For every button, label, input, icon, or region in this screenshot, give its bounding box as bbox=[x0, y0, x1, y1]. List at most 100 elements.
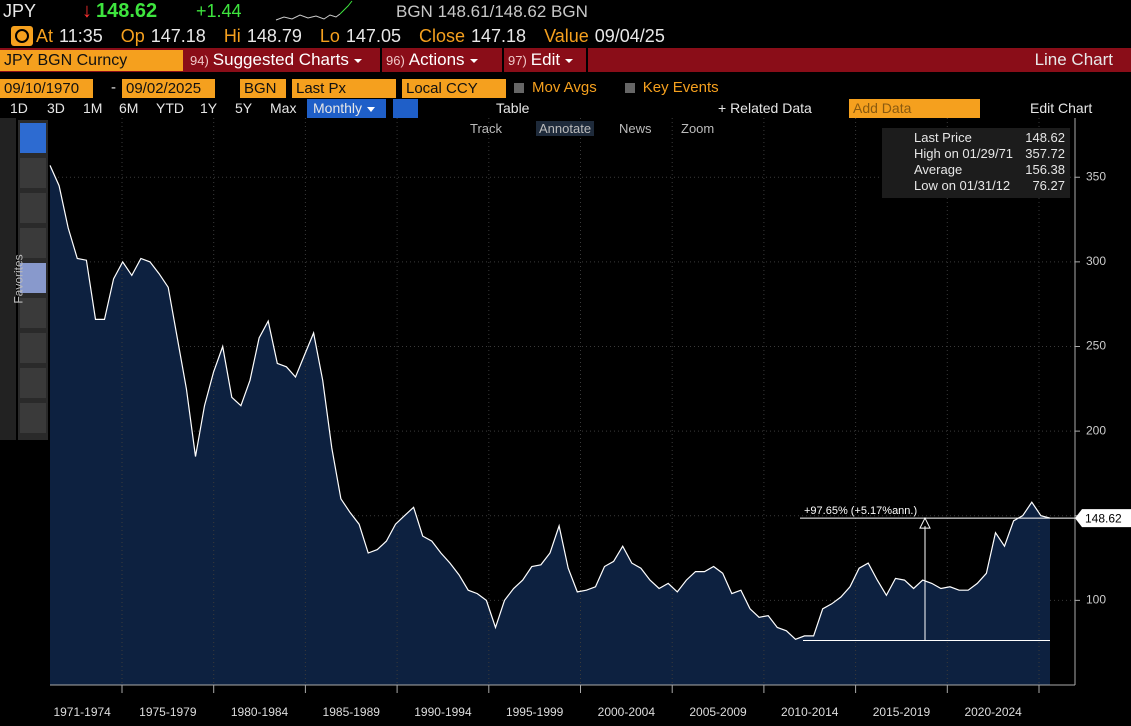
period-button[interactable]: 1D bbox=[10, 100, 28, 116]
menu-label: Edit bbox=[530, 50, 561, 69]
related-data[interactable]: + Related Data bbox=[718, 100, 812, 116]
period-button[interactable]: 3D bbox=[47, 100, 65, 116]
checkbox[interactable] bbox=[624, 83, 635, 94]
sparkline bbox=[275, 0, 353, 21]
x-tick-label: 1971-1974 bbox=[53, 705, 111, 719]
quote-value: 147.18 bbox=[150, 26, 206, 46]
add-data[interactable]: Add Data bbox=[849, 99, 980, 118]
sidebar-icon bbox=[20, 263, 46, 293]
date-dash: - bbox=[111, 79, 116, 96]
currency-box[interactable]: Local CCY bbox=[402, 79, 506, 98]
x-tick-label: 1995-1999 bbox=[506, 705, 564, 719]
legend-value: 76.27 bbox=[1032, 178, 1065, 193]
bid-ask: BGN 148.61/148.62 BGN bbox=[396, 2, 588, 22]
x-tick-label: 2010-2014 bbox=[781, 705, 839, 719]
start-date[interactable]: 09/10/1970 bbox=[0, 79, 93, 98]
period-button[interactable]: Max bbox=[270, 100, 297, 116]
menu-item[interactable]: 97) Edit bbox=[504, 48, 588, 72]
quote-value: 11:35 bbox=[59, 26, 103, 46]
quote-label: Close bbox=[418, 26, 465, 46]
chart-type-button[interactable] bbox=[393, 99, 418, 118]
menu-item[interactable]: 94) Suggested Charts bbox=[186, 48, 382, 72]
frequency[interactable]: Monthly bbox=[307, 99, 386, 118]
edit-chart[interactable]: Edit Chart bbox=[1030, 100, 1093, 116]
option-label: Key Events bbox=[642, 79, 719, 96]
quote-value: 148.79 bbox=[246, 26, 302, 46]
legend-value: 357.72 bbox=[1025, 146, 1065, 161]
end-date[interactable]: 09/02/2025 bbox=[122, 79, 215, 98]
quote-label: Op bbox=[120, 26, 145, 46]
field-box[interactable]: Last Px bbox=[292, 79, 396, 98]
legend-label: Low on 01/31/12 bbox=[914, 178, 1011, 193]
options: Mov Avgs Key Events bbox=[514, 79, 719, 96]
quote-label: Value bbox=[544, 26, 589, 46]
x-tick-label: 1980-1984 bbox=[231, 705, 289, 719]
x-tick-label: 1990-1994 bbox=[414, 705, 472, 719]
legend bbox=[882, 128, 1070, 198]
dropdown-arrow bbox=[469, 58, 478, 63]
y-tick-label: 300 bbox=[1086, 254, 1106, 268]
menu-label: Actions bbox=[408, 50, 465, 69]
tool-button[interactable]: Track bbox=[470, 121, 503, 136]
sidebar-tab bbox=[0, 118, 16, 440]
frequency-label: Monthly bbox=[313, 100, 363, 116]
y-tick-label: 350 bbox=[1086, 169, 1106, 183]
period-button[interactable]: YTD bbox=[156, 100, 184, 116]
period-button[interactable]: 1M bbox=[83, 100, 103, 116]
source-box[interactable]: BGN bbox=[240, 79, 286, 98]
quote-label: Lo bbox=[319, 26, 340, 46]
sidebar-icon bbox=[20, 193, 46, 223]
period-button[interactable]: 6M bbox=[119, 100, 139, 116]
x-tick-label: 2015-2019 bbox=[873, 705, 931, 719]
x-tick-label: 2005-2009 bbox=[689, 705, 747, 719]
menu-num: 97) bbox=[508, 53, 527, 68]
x-tick-label: 2000-2004 bbox=[598, 705, 656, 719]
dropdown-arrow bbox=[353, 58, 362, 63]
tool-button[interactable]: Annotate bbox=[536, 121, 595, 136]
legend-value: 148.62 bbox=[1025, 130, 1065, 145]
quote-row: At 11:35 Op 147.18 Hi 148.79 Lo 147.05 Close 147.… bbox=[36, 26, 665, 47]
favorites[interactable]: Favorites bbox=[11, 254, 26, 304]
sidebar-icon bbox=[20, 123, 46, 153]
tool-button[interactable]: News bbox=[619, 121, 652, 136]
price-line bbox=[49, 165, 1051, 640]
sidebar-icon bbox=[20, 158, 46, 188]
period-button[interactable]: 5Y bbox=[235, 100, 253, 116]
down-arrow: ↓ bbox=[82, 0, 92, 22]
sidebar-icon bbox=[20, 228, 46, 258]
legend-label: Average bbox=[914, 162, 963, 177]
quote-value: 09/04/25 bbox=[594, 26, 665, 46]
arrow-head bbox=[919, 516, 931, 529]
ask: 148.62 bbox=[494, 2, 547, 21]
ticker: JPY bbox=[3, 1, 37, 21]
checkbox[interactable] bbox=[514, 83, 524, 94]
separator: / bbox=[489, 2, 495, 21]
last-price: 148.62 bbox=[96, 0, 158, 22]
y-tick-label: 250 bbox=[1086, 339, 1106, 353]
quote-value: 147.05 bbox=[345, 26, 401, 46]
x-tick-label: 1975-1979 bbox=[139, 705, 197, 719]
table-button[interactable]: Table bbox=[496, 100, 530, 116]
last-price-tag-bg bbox=[1075, 509, 1131, 528]
security-box[interactable]: JPY BGN Curncy bbox=[0, 50, 183, 71]
change: +1.44 bbox=[196, 1, 242, 21]
quote-value: 147.18 bbox=[471, 26, 527, 46]
menu-item[interactable]: 96) Actions bbox=[382, 48, 504, 72]
bid: 148.61 bbox=[437, 2, 490, 21]
sidebar-icon bbox=[20, 368, 46, 398]
tool-button[interactable]: Zoom bbox=[681, 121, 715, 136]
dropdown-arrow bbox=[565, 58, 574, 63]
legend-value: 156.38 bbox=[1025, 162, 1065, 177]
ask-source: BGN bbox=[551, 2, 588, 21]
sidebar-icon bbox=[20, 333, 46, 363]
area-fill bbox=[50, 165, 1050, 685]
y-tick-label: 200 bbox=[1086, 423, 1106, 437]
menu-label: Suggested Charts bbox=[212, 50, 349, 69]
x-tick-label: 2020-2024 bbox=[964, 705, 1022, 719]
menu-num: 96) bbox=[386, 53, 405, 68]
menu-items: 94) Suggested Charts 96) Actions 97) Edit bbox=[186, 48, 588, 72]
period-button[interactable]: 1Y bbox=[200, 100, 218, 116]
menu-num: 94) bbox=[190, 53, 209, 68]
